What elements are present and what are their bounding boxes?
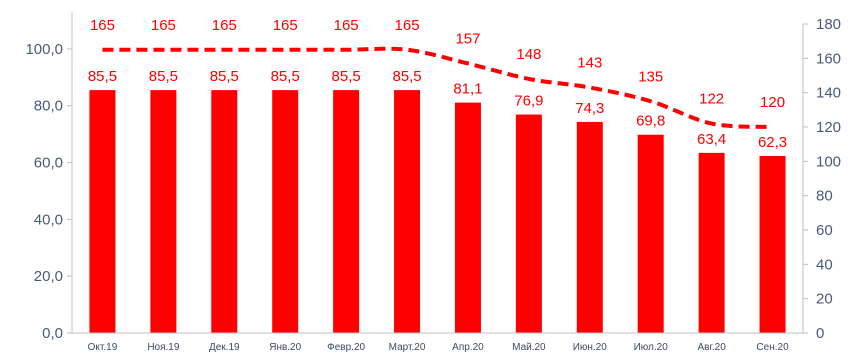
line-data-label: 143 — [577, 55, 602, 72]
x-axis-tick-label: Янв.20 — [269, 342, 301, 353]
bar — [211, 90, 238, 334]
x-axis-tick-label: Март.20 — [389, 342, 426, 353]
x-axis-tick-label: Июл.20 — [634, 342, 669, 353]
bar-data-label: 69,8 — [636, 113, 665, 130]
x-axis-tick-label: Февр.20 — [327, 342, 365, 353]
x-axis-tick-label: Сен.20 — [756, 342, 789, 353]
bar — [576, 121, 603, 333]
line-data-label: 165 — [90, 17, 115, 34]
bar-data-label: 81,1 — [453, 81, 482, 98]
line-data-label: 120 — [760, 94, 785, 111]
bar-data-label: 85,5 — [210, 68, 239, 85]
bar-data-label: 62,3 — [758, 134, 787, 151]
left-axis: 0,0 20,0 40,0 60,0 80,0 100,0 — [25, 12, 73, 342]
bar — [637, 134, 664, 333]
left-axis-tick-label: 0,0 — [42, 325, 63, 342]
bar — [150, 90, 177, 334]
right-axis-tick-label: 60 — [816, 222, 833, 239]
line-data-label: 165 — [273, 17, 298, 34]
x-axis-tick-label: Окт.19 — [88, 342, 118, 353]
right-axis-tick-label: 100 — [816, 153, 841, 170]
bar — [698, 152, 725, 333]
x-axis-tick-label: Авг.20 — [697, 342, 726, 353]
right-axis-tick-label: 40 — [816, 256, 833, 273]
bar-data-labels: 85,5 85,5 85,5 85,5 85,5 85,5 81,1 76,9 74,3 69,8… — [88, 68, 787, 151]
right-axis-tick-label: 20 — [816, 291, 833, 308]
bar-data-label: 74,3 — [575, 100, 604, 117]
bar-data-label: 85,5 — [149, 68, 178, 85]
bar — [454, 102, 481, 334]
line-data-label: 165 — [212, 17, 237, 34]
line-data-label: 165 — [334, 17, 359, 34]
line-data-label: 165 — [151, 17, 176, 34]
bar — [759, 156, 786, 333]
line-data-labels: 165 165 165 165 165 165 157 148 143 135 122 120 — [90, 17, 785, 111]
bar-data-label: 85,5 — [332, 68, 361, 85]
x-axis-tick-label: Апр.20 — [452, 342, 484, 353]
line-path — [102, 46, 773, 129]
line-data-label: 165 — [395, 17, 420, 34]
left-axis-tick-label: 40,0 — [34, 211, 63, 228]
left-axis-tick-label: 80,0 — [34, 98, 63, 115]
bar — [394, 90, 421, 334]
line-data-label: 148 — [516, 46, 541, 63]
bar — [333, 90, 360, 334]
line-data-label: 157 — [455, 30, 480, 47]
x-axis-tick-label: Ноя.19 — [147, 342, 180, 353]
right-axis-tick-label: 140 — [816, 85, 841, 102]
bar-data-label: 85,5 — [271, 68, 300, 85]
right-axis: 0 20 40 60 80 100 120 140 160 180 — [802, 16, 841, 342]
right-axis-tick-label: 80 — [816, 188, 833, 205]
x-axis-tick-label: Дек.19 — [209, 342, 240, 353]
right-axis-tick-label: 160 — [816, 50, 841, 67]
bar — [89, 90, 116, 334]
left-axis-tick-label: 100,0 — [25, 41, 63, 58]
bar-series — [89, 90, 786, 334]
right-axis-tick-label: 120 — [816, 119, 841, 136]
right-axis-tick-label: 0 — [816, 325, 824, 342]
line-data-label: 135 — [638, 68, 663, 85]
x-axis: Окт.19 Ноя.19 Дек.19 Янв.20 Февр.20 Март.20 Ап… — [72, 332, 803, 353]
x-axis-tick-label: Июн.20 — [573, 342, 608, 353]
bar-data-label: 85,5 — [88, 68, 117, 85]
x-axis-tick-label: Май.20 — [512, 342, 546, 353]
bar — [272, 90, 299, 334]
left-axis-tick-label: 60,0 — [34, 155, 63, 172]
bar-data-label: 85,5 — [392, 68, 421, 85]
line-data-label: 122 — [699, 91, 724, 108]
right-axis-tick-label: 180 — [816, 16, 841, 33]
bar-data-label: 76,9 — [514, 93, 543, 110]
bar — [515, 114, 542, 333]
line-series — [102, 46, 773, 129]
left-axis-tick-label: 20,0 — [34, 268, 63, 285]
bar-data-label: 63,4 — [697, 131, 726, 148]
